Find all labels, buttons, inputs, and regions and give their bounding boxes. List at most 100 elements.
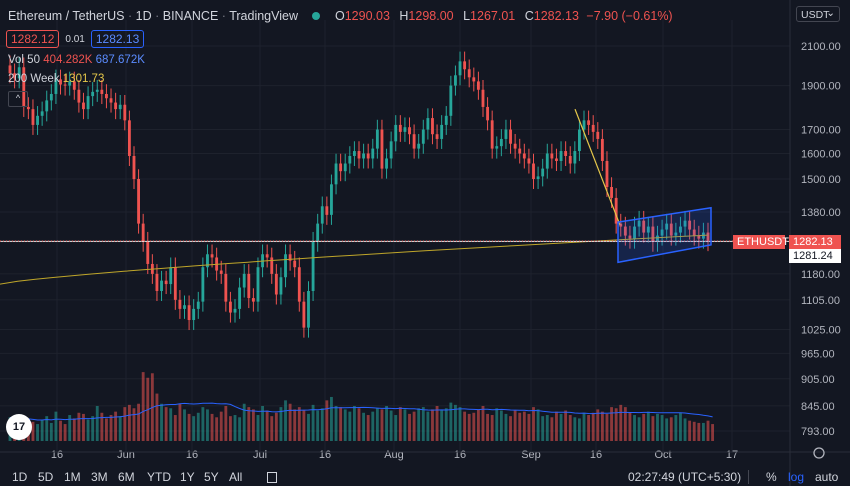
log-toggle[interactable]: log <box>788 470 805 484</box>
candle-body <box>467 69 471 78</box>
x-axis-tick-label: 17 <box>726 449 738 461</box>
tf-1y[interactable]: 1Y <box>180 470 195 484</box>
volume-bar <box>31 421 35 441</box>
volume-bar <box>270 416 274 441</box>
volume-bar <box>646 411 650 441</box>
candle-body <box>371 148 375 159</box>
volume-bar <box>242 403 246 441</box>
y-axis-tick-label: 905.00 <box>801 374 835 386</box>
volume-bar <box>669 417 673 441</box>
y-axis-tick-label: 1700.00 <box>801 125 841 137</box>
tf-5y[interactable]: 5Y <box>204 470 219 484</box>
candle-body <box>72 81 76 90</box>
x-axis-tick-label: 16 <box>51 449 63 461</box>
volume-bar <box>274 412 278 441</box>
volume-bar <box>348 411 352 441</box>
x-axis-tick-label: Jul <box>253 449 267 461</box>
volume-bar <box>444 408 448 441</box>
symbol-title[interactable]: Ethereum / TetherUS <box>8 9 125 23</box>
candle-body <box>449 85 453 116</box>
candle-body <box>160 280 163 291</box>
interval-label[interactable]: 1D <box>135 9 152 23</box>
volume-bar <box>72 418 76 441</box>
volume-bar <box>467 413 471 441</box>
clock-time[interactable]: 02:27:49 (UTC+5:30) <box>628 470 742 484</box>
ma-label: 200 Week <box>8 73 60 85</box>
candle-body <box>522 153 526 159</box>
tf-1d[interactable]: 1D <box>12 470 28 484</box>
volume-label: Vol 50 <box>8 54 40 66</box>
candle-body <box>297 267 301 302</box>
tf-5d[interactable]: 5D <box>38 470 54 484</box>
candle-body <box>68 81 72 86</box>
candle-body <box>311 241 315 291</box>
volume-bar <box>160 403 163 441</box>
goto-date-icon[interactable] <box>267 472 277 483</box>
source-label: TradingView <box>229 9 299 23</box>
tf-ytd[interactable]: YTD <box>147 470 171 484</box>
volume-bar <box>711 424 715 441</box>
y-axis-tick-label: 793.00 <box>801 426 835 438</box>
volume-bar <box>380 409 384 441</box>
volume-bar <box>499 410 503 441</box>
candle-body <box>123 104 127 121</box>
collapse-legend-icon[interactable]: ^ <box>8 91 28 107</box>
ma-legend[interactable]: 200 Week 1301.73 <box>8 73 104 85</box>
volume-bar <box>559 413 563 441</box>
volume-bar <box>169 408 173 441</box>
y-axis-tick-label: 1380.00 <box>801 207 841 219</box>
tf-3m[interactable]: 3M <box>91 470 108 484</box>
candle-body <box>219 270 223 274</box>
candle-body <box>288 254 292 261</box>
volume-bar <box>536 409 540 441</box>
volume-bar <box>619 404 623 441</box>
volume-bar <box>614 408 618 441</box>
candle-body <box>183 305 186 309</box>
percent-toggle[interactable]: % <box>766 470 777 484</box>
volume-bar <box>82 413 85 441</box>
candle-body <box>366 153 370 159</box>
candle-body <box>499 138 503 147</box>
x-axis-tick-label: 16 <box>186 449 198 461</box>
candle-body <box>577 129 581 152</box>
tradingview-logo[interactable]: 17 <box>6 414 32 440</box>
candle-body <box>435 134 439 139</box>
volume-bar <box>532 407 535 441</box>
volume-bar <box>77 412 81 441</box>
volume-bar <box>247 407 251 441</box>
candle-body <box>628 235 632 239</box>
candle-body <box>284 254 287 278</box>
candle-body <box>238 287 242 309</box>
candle-body <box>623 226 627 236</box>
candle-body <box>173 267 177 300</box>
volume-bar <box>518 412 522 441</box>
volume-bar <box>665 418 669 441</box>
change-value: −7.90 (−0.61%) <box>586 9 673 23</box>
volume-bar <box>394 415 398 441</box>
candle-body <box>536 176 540 180</box>
buy-button[interactable]: 1282.13 <box>90 30 145 48</box>
volume-bar <box>449 402 453 441</box>
tf-all[interactable]: All <box>229 470 243 484</box>
volume-bar <box>302 410 306 441</box>
sell-button[interactable]: 1282.12 <box>6 30 60 48</box>
auto-toggle[interactable]: auto <box>815 470 839 484</box>
candle-body <box>385 158 388 169</box>
candle-body <box>270 257 274 274</box>
candle-body <box>210 254 214 258</box>
candle-body <box>362 153 366 159</box>
high-label: H <box>399 9 409 23</box>
candle-body <box>242 273 246 288</box>
candle-body <box>669 223 673 236</box>
tf-6m[interactable]: 6M <box>118 470 135 484</box>
volume-bar <box>224 406 228 441</box>
volume-bar <box>605 413 609 441</box>
volume-bar <box>660 415 664 441</box>
currency-selector[interactable]: USDT ⌄ <box>796 6 840 22</box>
tf-1m[interactable]: 1M <box>64 470 81 484</box>
candle-body <box>22 67 26 107</box>
candle-body <box>541 168 545 177</box>
candle-body <box>13 73 17 79</box>
volume-legend[interactable]: Vol 50 404.282K 687.672K <box>8 54 145 66</box>
